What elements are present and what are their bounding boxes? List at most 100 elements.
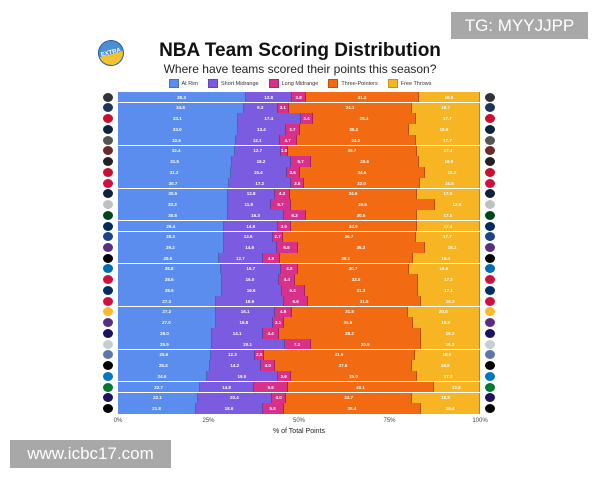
bar-segment-at-rim: 27.3 (118, 295, 217, 307)
team-logo-icon (485, 135, 495, 145)
bar-segment-three-pointers: 31.3 (304, 285, 419, 296)
bar-segment-three-pointers: 36.7 (283, 231, 416, 242)
x-tick-label: 100% (472, 418, 488, 424)
bar-segment-short-midrange: 20.4 (198, 392, 272, 403)
bar-segment-short-midrange: 12.8 (245, 92, 293, 103)
team-logo-icon (485, 124, 495, 134)
team-logo-icon (485, 328, 495, 338)
bar-segment-three-pointers: 29.6 (311, 156, 419, 167)
team-logo-icon (103, 200, 113, 210)
bar-segment-free-throws: 18.0 (414, 349, 480, 361)
bar-segment-short-midrange: 15.8 (215, 317, 273, 328)
bar-segment-short-midrange: 15.3 (228, 210, 284, 221)
bar-segment-free-throws: 17.4 (416, 220, 480, 232)
bar-segment-at-rim: 22.1 (118, 392, 198, 403)
legend-label: Free Throws (400, 80, 432, 87)
chart-legend: At Rim Short Midrange Long Midrange Three-P… (0, 79, 600, 88)
bar-segment-three-pointers: 34.1 (288, 102, 413, 114)
bar-segment-free-throws: 17.5 (416, 188, 480, 199)
team-logo-icon (103, 296, 113, 306)
team-logo-icon (485, 232, 495, 242)
bar-segment-long-midrange: 4.4 (279, 274, 296, 285)
bar-segment-short-midrange: 16.7 (221, 263, 282, 275)
bar-segment-short-midrange: 12.7 (235, 145, 282, 157)
bar-segment-at-rim: 30.3 (118, 199, 228, 210)
bar-segment-free-throws: 17.1 (418, 285, 480, 296)
bar-segment-short-midrange: 18.9 (216, 295, 285, 307)
team-logo-icon (485, 189, 495, 199)
bar-row: 33.0 13.4 3.7 30.2 19.6 (103, 124, 495, 135)
legend-swatch (208, 79, 218, 88)
bar-segment-short-midrange: 16.2 (232, 156, 291, 167)
bar-segment-short-midrange: 15.4 (230, 167, 287, 178)
bar-segment-at-rim: 25.6 (118, 349, 211, 361)
bar-row: 31.5 16.2 5.7 29.6 16.9 (103, 156, 495, 167)
bar-row: 28.8 16.7 4.8 30.7 19.9 (103, 263, 495, 275)
bar-segment-long-midrange: 6.6 (284, 295, 308, 307)
team-logo-icon (103, 307, 113, 317)
bar-segment-free-throws: 17.7 (415, 231, 480, 242)
legend-item: Long Midrange (268, 79, 319, 88)
team-logo-icon (485, 382, 495, 392)
legend-label: Long Midrange (281, 80, 319, 87)
team-logo-icon (103, 189, 113, 199)
chart-subtitle: Where have teams scored their points thi… (163, 62, 437, 76)
bar-row: 30.5 12.8 4.3 34.9 17.5 (103, 188, 495, 199)
bar-row: 22.1 20.4 4.0 34.7 18.8 (103, 392, 495, 403)
bar-row: 27.0 15.8 3.1 35.5 18.6 (103, 317, 495, 328)
bar-row: 29.3 13.6 2.7 36.7 17.7 (103, 231, 495, 242)
bar-segment-long-midrange: 4.9 (263, 253, 281, 264)
x-tick-label: 0% (113, 418, 123, 424)
team-logo-icon (103, 124, 113, 134)
bar-row: 27.3 18.9 6.6 31.5 16.3 (103, 295, 495, 307)
team-logo-icon (103, 318, 113, 328)
team-logo-icon (485, 393, 495, 403)
team-logo-icon (485, 371, 495, 381)
team-logo-icon (103, 167, 113, 177)
bar-segment-free-throws: 17.2 (417, 274, 480, 285)
bar-row: 21.8 18.6 5.8 38.4 16.4 (103, 403, 495, 414)
bar-segment-free-throws: 17.3 (417, 371, 480, 382)
bar-segment-three-pointers: 31.2 (306, 92, 420, 103)
bar-row: 30.3 11.9 5.7 39.6 12.5 (103, 199, 495, 210)
bar-segment-free-throws: 17.7 (415, 113, 480, 124)
team-logo-icon (485, 92, 495, 102)
legend-item: Short Midrange (208, 79, 259, 88)
team-logo-icon (103, 285, 113, 295)
bar-segment-three-pointers: 40.1 (288, 381, 434, 393)
bar-segment-free-throws: 17.5 (416, 210, 480, 221)
bar-segment-three-pointers: 33.8 (295, 274, 418, 285)
team-logo-icon (485, 167, 495, 177)
legend-item: Three-Pointers (328, 79, 378, 88)
bar-segment-long-midrange: 4.9 (274, 306, 293, 318)
bar-segment-free-throws: 18.9 (411, 360, 480, 371)
bar-row: 29.0 12.7 4.9 38.1 19.4 (103, 253, 495, 264)
bar-segment-at-rim: 25.9 (118, 338, 212, 350)
legend-item: Free Throws (387, 79, 432, 88)
legend-label: At Rim (181, 80, 199, 87)
bar-segment-three-pointers: 35.0 (290, 371, 418, 382)
bar-segment-three-pointers: 28.4 (313, 113, 416, 124)
bar-segment-long-midrange: 4.4 (263, 328, 280, 339)
legend-item: At Rim (168, 79, 199, 88)
bar-segment-at-rim: 31.5 (118, 156, 233, 167)
team-logo-icon (103, 361, 113, 371)
bar-segment-three-pointers: 34.9 (290, 188, 417, 199)
bar-segment-at-rim: 26.0 (118, 328, 213, 339)
bar-segment-long-midrange: 4.7 (279, 134, 297, 146)
team-logo-icon (485, 318, 495, 328)
team-logo-icon (485, 264, 495, 274)
team-logo-icon (485, 200, 495, 210)
bar-segment-short-midrange: 13.4 (237, 124, 287, 135)
bar-segment-short-midrange: 17.2 (229, 177, 292, 189)
bar-segment-short-midrange: 13.6 (224, 231, 274, 242)
bar-segment-at-rim: 25.3 (118, 360, 210, 371)
bar-segment-three-pointers: 39.6 (291, 199, 435, 210)
bar-segment-at-rim: 32.4 (118, 145, 236, 157)
bar-segment-short-midrange: 17.4 (237, 113, 301, 124)
team-logo-icon (485, 350, 495, 360)
bar-segment-at-rim: 30.5 (118, 188, 229, 199)
team-logo-icon (485, 242, 495, 252)
bar-segment-short-midrange: 14.2 (209, 360, 261, 371)
bar-segment-long-midrange: 3.6 (286, 167, 300, 178)
